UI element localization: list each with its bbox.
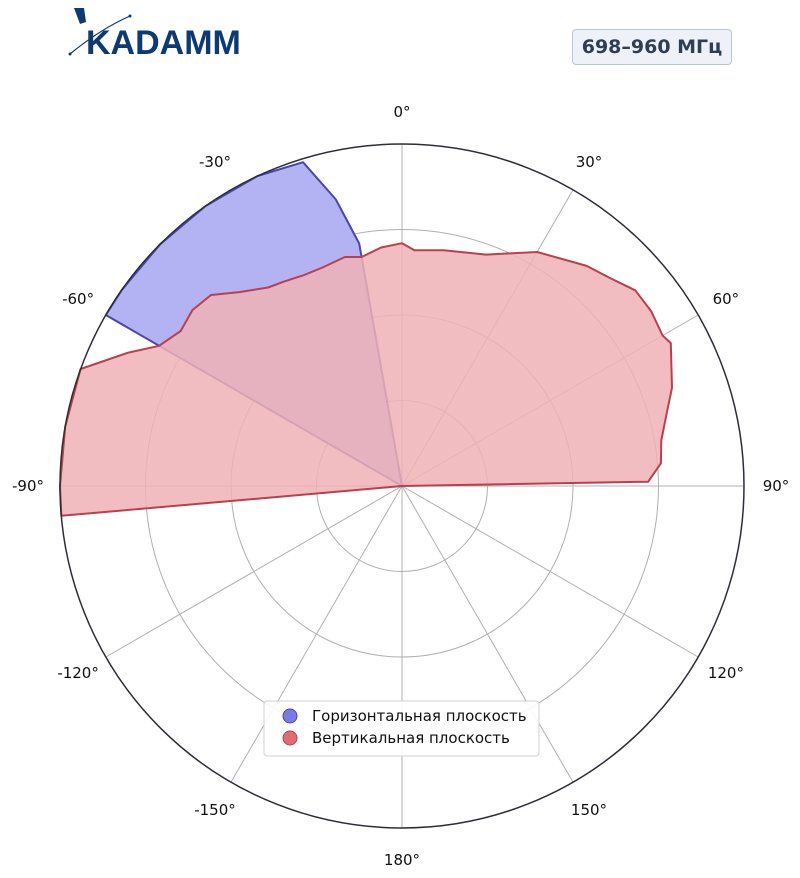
angular-gridline-5 <box>401 485 574 783</box>
outer-ring <box>59 143 745 829</box>
series-area-vertical <box>59 242 673 517</box>
logo-mark <box>68 8 132 56</box>
angular-tick-label: -90° <box>12 477 44 495</box>
logo-wordmark: KADAMM <box>86 24 241 62</box>
angular-tick-label: -30° <box>199 153 231 171</box>
angular-tick-labels: 0° 30° 60° 90° 120° 150° 180° -150° -120° -90° -60… <box>12 103 789 869</box>
angular-tick-label: 30° <box>576 153 603 171</box>
legend-label: Вертикальная плоскость <box>312 729 510 747</box>
angular-tick-label: -120° <box>57 664 99 682</box>
angular-tick-label: 90° <box>763 477 790 495</box>
series-layer <box>59 161 673 517</box>
angular-gridline-4 <box>401 485 699 658</box>
polar-frame <box>59 143 745 829</box>
angular-tick-label: 180° <box>384 851 420 869</box>
angular-tick-label: 60° <box>713 290 740 308</box>
legend-label: Горизонтальная плоскость <box>312 707 527 725</box>
angular-gridline-7 <box>230 485 403 783</box>
legend: Горизонтальная плоскость Вертикальная пло… <box>263 700 540 757</box>
legend-marker <box>282 730 298 746</box>
angular-tick-label: 0° <box>393 103 410 121</box>
angular-tick-label: -150° <box>194 801 236 819</box>
legend-marker <box>282 708 298 724</box>
frequency-badge: 698–960 МГц <box>572 29 732 65</box>
legend-box <box>263 700 540 757</box>
kadamm-logo: KADAMM <box>68 8 241 62</box>
angular-tick-label: -60° <box>62 290 94 308</box>
angular-tick-label: 120° <box>708 664 744 682</box>
angular-tick-label: 150° <box>571 801 607 819</box>
angular-gridline-8 <box>105 485 403 658</box>
